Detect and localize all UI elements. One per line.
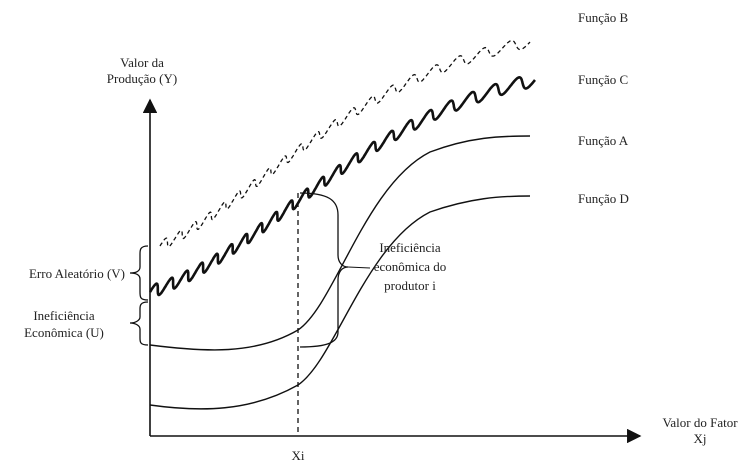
function-c-curve	[148, 75, 536, 297]
function-a-label: Função A	[578, 133, 629, 148]
economic-inefficiency-brace	[129, 301, 149, 346]
economic-inefficiency-label-line1: Ineficiência	[33, 308, 95, 323]
y-axis-label-line1: Valor da	[120, 55, 164, 70]
economic-inefficiency-label-line2: Econômica (U)	[24, 325, 104, 340]
x-axis-tick-xi: Xi	[292, 448, 305, 462]
producer-inefficiency-label-line3: produtor i	[384, 278, 436, 293]
y-axis-label-line2: Produção (Y)	[107, 71, 177, 86]
function-b-label: Função B	[578, 10, 629, 25]
random-error-brace	[129, 245, 149, 301]
x-axis-label-line2: Xj	[694, 431, 707, 446]
function-d-curve	[149, 195, 531, 410]
producer-inefficiency-pointer	[347, 266, 371, 269]
producer-inefficiency-label-line1: Ineficiência	[379, 240, 441, 255]
function-b-curve	[159, 39, 531, 248]
producer-inefficiency-label-line2: econômica do	[374, 259, 447, 274]
function-d-label: Função D	[578, 191, 629, 206]
random-error-label: Erro Aleatório (V)	[29, 266, 125, 281]
x-axis-label-line1: Valor do Fator	[662, 415, 738, 430]
function-a-curve	[149, 135, 531, 351]
function-c-label: Função C	[578, 72, 628, 87]
